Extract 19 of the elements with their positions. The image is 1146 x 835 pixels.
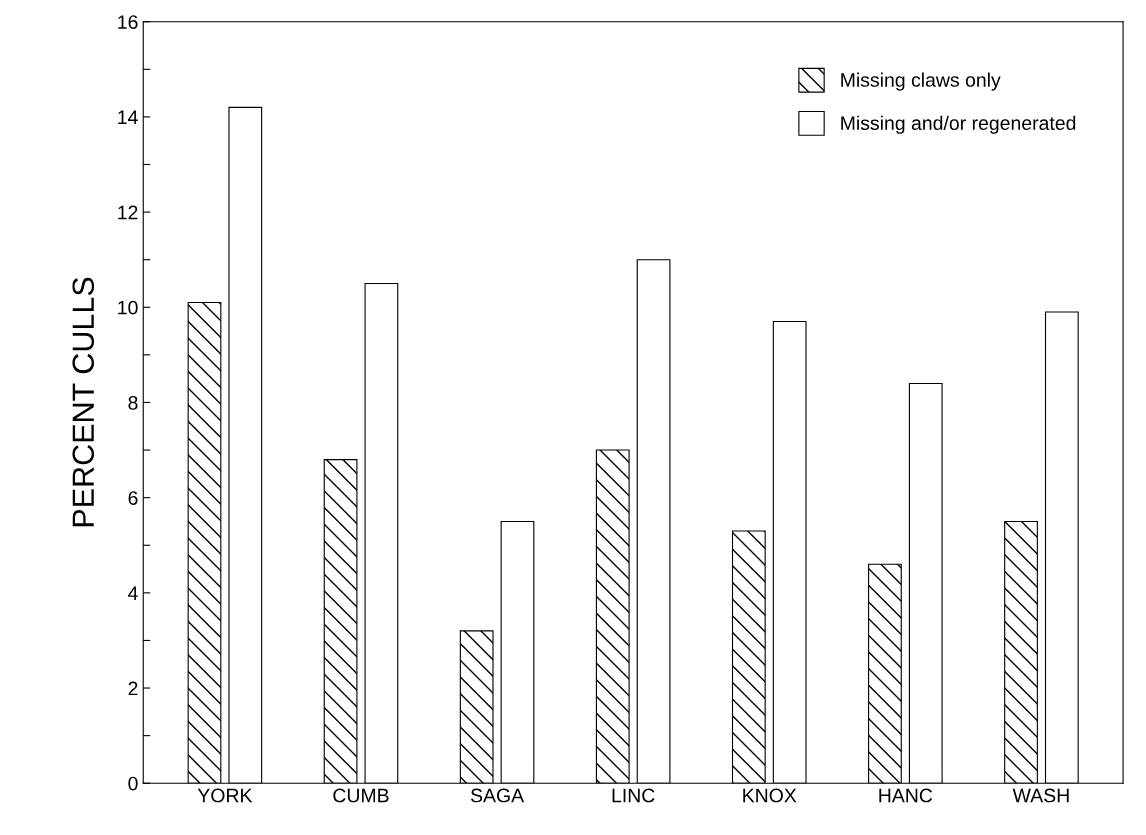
legend-label: Missing and/or regenerated bbox=[841, 115, 1076, 134]
y-tick-label: 10 bbox=[118, 300, 138, 315]
y-tick-label: 14 bbox=[118, 110, 138, 124]
y-axis-title: PERCENT CULLS bbox=[72, 277, 95, 527]
y-tick-label: 6 bbox=[128, 491, 138, 505]
y-tick-label: 16 bbox=[118, 15, 138, 29]
x-tick-label: HANC bbox=[879, 788, 933, 803]
x-tick-label: CUMB bbox=[333, 788, 389, 803]
x-tick-label: YORK bbox=[197, 788, 253, 803]
x-tick-label: LINC bbox=[612, 788, 655, 803]
x-tick-label: WASH bbox=[1012, 788, 1069, 803]
legend-label: Missing claws only bbox=[841, 72, 1001, 91]
y-tick-label: 0 bbox=[128, 776, 138, 791]
y-tick-label: 12 bbox=[118, 205, 138, 220]
x-tick-label: SAGA bbox=[470, 788, 525, 803]
y-tick-label: 8 bbox=[128, 395, 138, 410]
y-tick-label: 4 bbox=[128, 586, 138, 600]
y-tick-label: 2 bbox=[128, 681, 138, 696]
x-tick-label: KNOX bbox=[743, 788, 797, 803]
